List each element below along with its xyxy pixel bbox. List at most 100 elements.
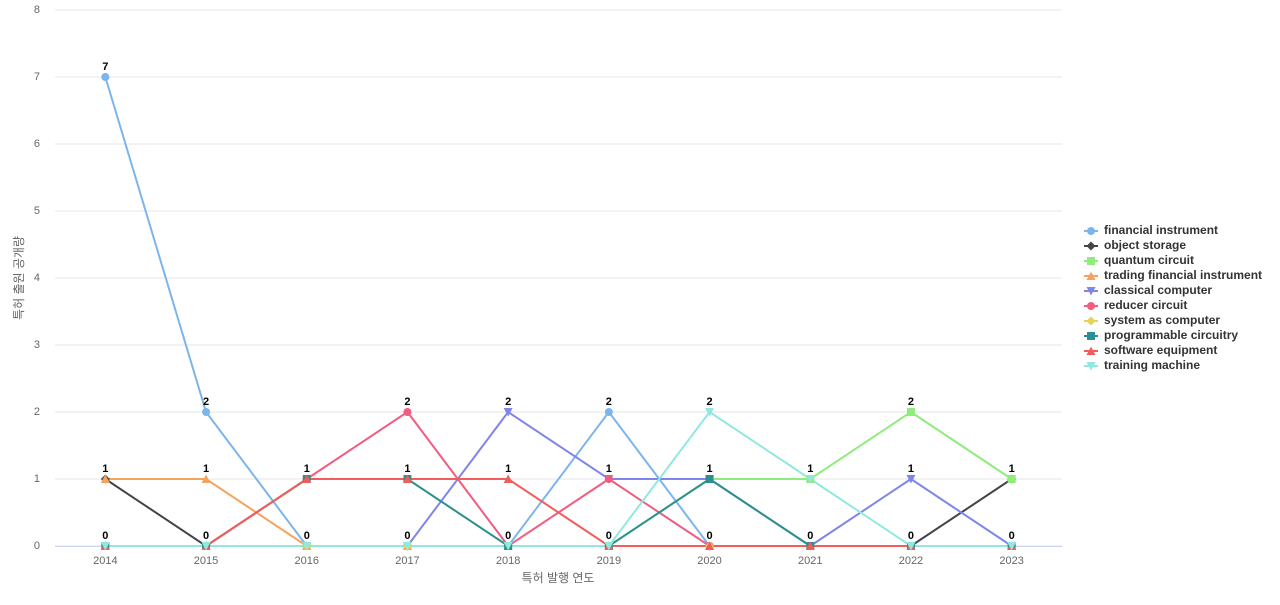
x-axis-title: 특허 발행 연도 [522, 570, 595, 585]
legend-label: object storage [1104, 238, 1186, 252]
data-point [201, 474, 211, 483]
data-label: 1 [203, 463, 209, 475]
y-tick-label: 3 [34, 339, 40, 351]
data-label: 0 [404, 530, 410, 542]
legend-item: programmable circuitry [1084, 328, 1238, 342]
legend-item: object storage [1084, 238, 1186, 252]
data-point [805, 541, 815, 550]
y-tick-label: 7 [34, 71, 40, 83]
legend-symbol [1087, 332, 1095, 340]
data-point [805, 475, 815, 484]
legend-label: system as computer [1104, 313, 1220, 327]
data-point [1007, 475, 1016, 483]
data-point [705, 541, 715, 550]
legend-label: trading financial instrument [1104, 268, 1262, 282]
legend-symbol [1086, 316, 1096, 326]
data-label: 0 [908, 530, 914, 542]
data-point [604, 408, 613, 416]
y-axis-title: 특허 출원 공개량 [12, 236, 26, 320]
legend-label: quantum circuit [1104, 253, 1194, 267]
data-point [403, 408, 412, 416]
data-point [705, 475, 714, 483]
x-tick-label: 2018 [496, 555, 520, 567]
data-point [705, 408, 715, 417]
data-label: 1 [102, 463, 108, 475]
data-label: 1 [404, 463, 410, 475]
x-tick-label: 2019 [597, 555, 621, 567]
legend-symbol [1086, 346, 1096, 355]
x-tick-label: 2016 [295, 555, 319, 567]
legend-item: training machine [1084, 358, 1200, 372]
data-point [100, 474, 110, 483]
x-tick-label: 2023 [999, 555, 1023, 567]
data-label: 1 [706, 463, 712, 475]
data-point [101, 73, 110, 81]
data-label: 2 [404, 396, 410, 408]
data-label: 0 [807, 530, 813, 542]
legend-label: reducer circuit [1104, 298, 1187, 312]
data-label: 0 [505, 530, 511, 542]
series-line [105, 478, 1012, 547]
data-label: 2 [606, 396, 612, 408]
data-label: 0 [203, 530, 209, 542]
data-point [503, 408, 513, 417]
data-point [302, 474, 312, 483]
data-label: 1 [304, 463, 310, 475]
legend-item: quantum circuit [1084, 253, 1194, 267]
data-label: 2 [706, 396, 712, 408]
y-tick-label: 8 [34, 4, 40, 16]
data-label: 0 [606, 530, 612, 542]
legend-item: system as computer [1084, 313, 1220, 327]
legend-symbol [1087, 227, 1095, 235]
y-tick-label: 0 [34, 540, 40, 552]
data-label: 1 [606, 463, 612, 475]
data-point [604, 475, 613, 483]
data-point [201, 542, 211, 551]
legend-item: software equipment [1084, 343, 1217, 357]
legend-label: classical computer [1104, 283, 1212, 297]
legend-label: software equipment [1104, 343, 1217, 357]
data-label: 1 [807, 463, 813, 475]
x-tick-label: 2017 [395, 555, 419, 567]
y-tick-label: 5 [34, 205, 40, 217]
data-point [1007, 542, 1017, 551]
legend-symbol [1087, 302, 1095, 310]
legend-item: trading financial instrument [1084, 268, 1262, 282]
data-point [302, 542, 312, 551]
y-tick-label: 4 [34, 272, 40, 284]
x-tick-label: 2022 [899, 555, 923, 567]
data-point [906, 542, 916, 551]
data-point [604, 542, 614, 551]
data-point [402, 542, 412, 551]
legend-label: programmable circuitry [1104, 328, 1238, 342]
data-label: 0 [706, 530, 712, 542]
data-label: 0 [1009, 530, 1015, 542]
legend-item: financial instrument [1084, 223, 1218, 237]
x-tick-label: 2021 [798, 555, 822, 567]
data-point [503, 542, 513, 551]
legend-symbol [1086, 241, 1096, 251]
y-tick-label: 6 [34, 138, 40, 150]
data-label: 2 [505, 396, 511, 408]
legend-label: training machine [1104, 358, 1200, 372]
x-tick-label: 2014 [93, 555, 117, 567]
x-tick-label: 2015 [194, 555, 218, 567]
y-tick-label: 2 [34, 406, 40, 418]
legend-label: financial instrument [1104, 223, 1218, 237]
data-point [906, 475, 916, 484]
legend-symbol [1086, 287, 1096, 296]
data-label: 2 [908, 396, 914, 408]
data-point [202, 408, 211, 416]
legend-symbol [1087, 257, 1095, 265]
legend-symbol [1086, 271, 1096, 280]
y-tick-label: 1 [34, 473, 40, 485]
series-line [105, 410, 1012, 547]
data-label: 7 [102, 61, 108, 73]
legend-item: reducer circuit [1084, 298, 1187, 312]
data-point [402, 474, 412, 483]
series-line [104, 76, 1012, 547]
data-label: 0 [304, 530, 310, 542]
data-point [100, 542, 110, 551]
